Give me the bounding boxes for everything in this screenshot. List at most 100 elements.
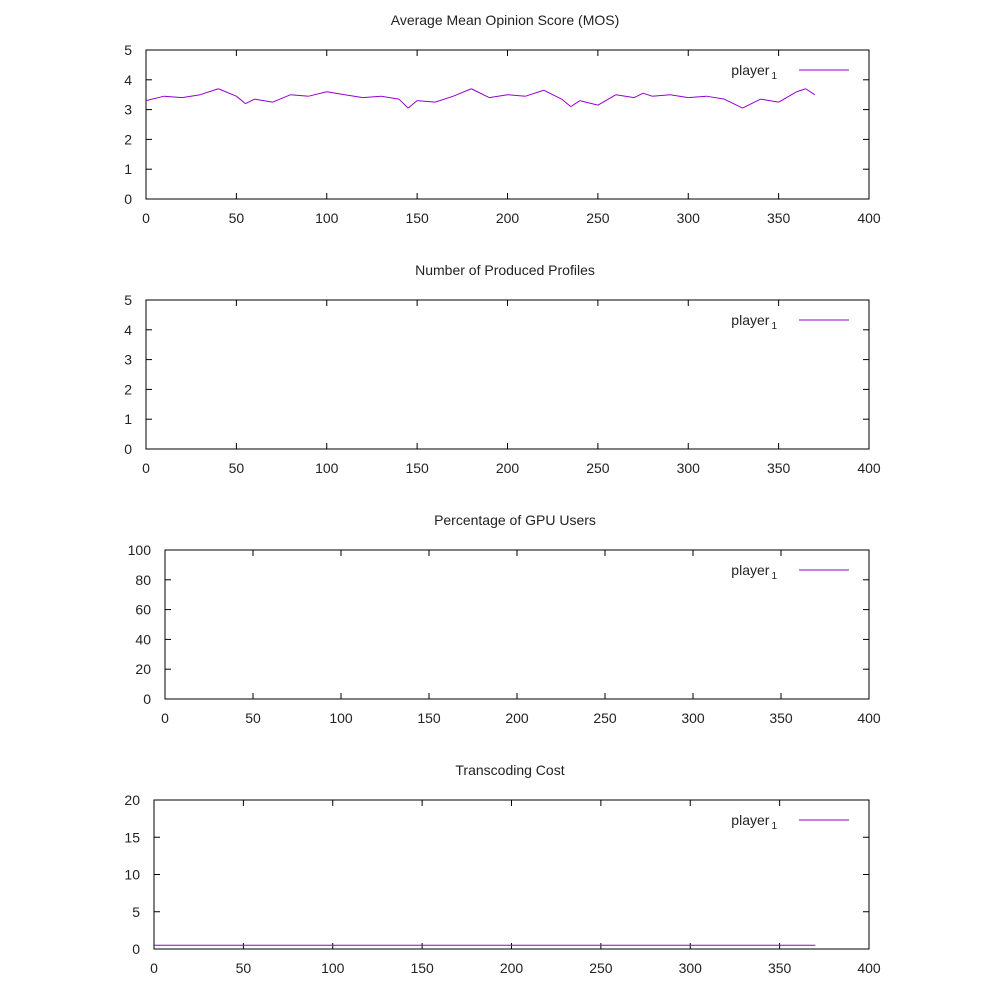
series-segment (706, 95, 725, 100)
y-tick-label: 100 (128, 542, 152, 558)
y-tick-label: 3 (124, 102, 132, 118)
series-segment (724, 98, 743, 109)
x-tick-label: 300 (679, 960, 703, 976)
series-segment (597, 94, 617, 106)
series-segment (453, 88, 472, 97)
x-ticks: 0 50 100 150 200 250 300 350 400 (150, 800, 881, 976)
x-ticks: 0 50 100 150 200 250 300 350 400 (142, 300, 881, 476)
series-segment (326, 91, 345, 96)
x-tick-label: 300 (677, 210, 701, 226)
series-segment (670, 94, 689, 99)
x-ticks: 0 50 100 150 200 250 300 350 400 (142, 50, 881, 226)
series-lines (145, 88, 816, 109)
x-tick-label: 0 (142, 210, 150, 226)
x-tick-label: 150 (405, 460, 429, 476)
x-tick-label: 250 (586, 210, 610, 226)
series-segment (778, 91, 797, 103)
series-segment (652, 94, 671, 97)
y-tick-label: 60 (135, 602, 151, 618)
legend: player 1 (731, 562, 849, 582)
legend-label: player 1 (731, 62, 777, 82)
x-tick-label: 250 (589, 960, 613, 976)
legend: player 1 (731, 312, 849, 332)
series-segment (407, 100, 418, 109)
series-segment (417, 100, 436, 103)
y-tick-label: 3 (124, 352, 132, 368)
x-tick-label: 350 (767, 460, 791, 476)
series-segment (615, 94, 635, 99)
series-segment (218, 88, 237, 97)
y-tick-label: 1 (124, 411, 132, 427)
y-tick-label: 5 (124, 42, 132, 58)
series-segment (200, 88, 219, 96)
x-tick-label: 200 (505, 710, 529, 726)
chart-profiles: Number of Produced Profiles 0 1 2 3 4 5 0 50 10… (124, 262, 881, 476)
chart-gpu-users: Percentage of GPU Users 0 20 40 60 80 100 0 50… (128, 512, 881, 726)
series-segment (642, 92, 653, 97)
series-segment (489, 94, 508, 99)
x-tick-label: 50 (236, 960, 252, 976)
series-segment (290, 94, 309, 97)
y-tick-label: 5 (132, 904, 140, 920)
series-segment (145, 95, 165, 102)
y-tick-label: 20 (135, 661, 151, 677)
y-tick-label: 10 (124, 867, 140, 883)
x-tick-label: 200 (496, 460, 520, 476)
x-tick-label: 350 (767, 210, 791, 226)
x-tick-label: 50 (229, 460, 245, 476)
x-tick-label: 400 (857, 210, 881, 226)
x-tick-label: 100 (315, 210, 339, 226)
x-tick-label: 150 (410, 960, 434, 976)
series-segment (796, 88, 806, 93)
y-tick-label: 4 (124, 322, 132, 338)
legend: player 1 (731, 812, 849, 832)
y-tick-label: 0 (143, 691, 151, 707)
x-tick-label: 300 (681, 710, 705, 726)
series-segment (344, 94, 363, 99)
x-tick-label: 400 (857, 960, 881, 976)
series-segment (579, 100, 598, 106)
x-tick-label: 200 (500, 960, 524, 976)
y-tick-label: 0 (124, 191, 132, 207)
x-tick-label: 0 (161, 710, 169, 726)
y-tick-label: 40 (135, 631, 151, 647)
chart-transcoding-cost: Transcoding Cost 0 5 10 15 20 0 50 100 150 200 25… (124, 762, 880, 976)
y-tick-label: 80 (135, 572, 151, 588)
series-segment (254, 98, 273, 103)
x-tick-label: 400 (857, 460, 881, 476)
y-tick-label: 2 (124, 381, 132, 397)
series-segment (570, 100, 581, 108)
series-segment (760, 98, 779, 103)
legend-label: player 1 (731, 562, 777, 582)
x-tick-label: 100 (321, 960, 345, 976)
y-tick-label: 2 (124, 131, 132, 147)
series-segment (471, 88, 490, 99)
x-tick-label: 400 (857, 710, 881, 726)
y-tick-label: 0 (124, 441, 132, 457)
series-segment (272, 94, 291, 103)
y-tick-label: 5 (124, 292, 132, 308)
chart-title: Average Mean Opinion Score (MOS) (391, 12, 620, 28)
x-tick-label: 50 (245, 710, 261, 726)
series-segment (507, 94, 526, 97)
legend-label: player 1 (731, 312, 777, 332)
series-segment (182, 94, 201, 99)
series-segment (380, 95, 400, 100)
y-tick-label: 4 (124, 72, 132, 88)
chart-title: Transcoding Cost (455, 762, 564, 778)
x-tick-label: 150 (405, 210, 429, 226)
series-segment (525, 89, 544, 97)
x-tick-label: 350 (768, 960, 792, 976)
legend: player 1 (731, 62, 849, 82)
legend-label: player 1 (731, 812, 777, 832)
x-tick-label: 350 (769, 710, 793, 726)
y-tick-label: 1 (124, 161, 132, 177)
series-segment (633, 92, 644, 99)
chart-title: Percentage of GPU Users (434, 512, 596, 528)
x-tick-label: 50 (229, 210, 245, 226)
series-segment (164, 95, 183, 99)
series-segment (362, 95, 382, 99)
y-ticks: 0 1 2 3 4 5 (124, 292, 869, 457)
x-tick-label: 0 (150, 960, 158, 976)
